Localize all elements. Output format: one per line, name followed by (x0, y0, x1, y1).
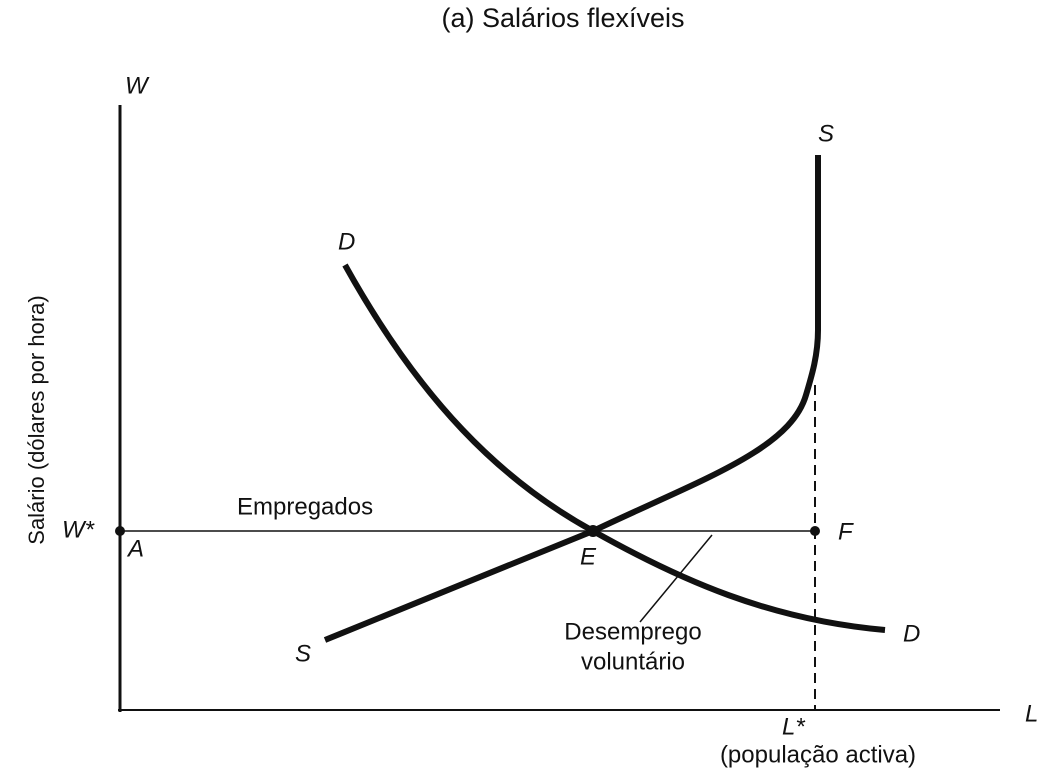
unemployed-label: voluntário (581, 648, 685, 675)
point-f (810, 526, 820, 536)
leader-line (639, 534, 713, 623)
demand-curve (342, 263, 886, 633)
unemployed-label: Desemprego (564, 618, 701, 645)
point-a (115, 526, 125, 536)
y-axis-label: Salário (dólares por hora) (24, 295, 49, 544)
a-label: A (126, 535, 144, 562)
demand-label: D (903, 620, 920, 647)
x-axis-symbol: L (1025, 700, 1037, 727)
employed-label: Empregados (237, 493, 373, 520)
demand-label: D (338, 228, 355, 255)
title: (a) Salários flexíveis (441, 3, 684, 33)
supply-label: S (295, 640, 311, 667)
l-star-label: L* (782, 713, 805, 740)
e-label: E (580, 543, 597, 570)
w-star-label: W* (62, 516, 95, 543)
point-e (587, 525, 599, 537)
f-label: F (838, 518, 854, 545)
labor-force-label: (população activa) (720, 741, 916, 768)
supply-curve (323, 155, 821, 643)
supply-label: S (818, 120, 834, 147)
y-axis-symbol: W (125, 72, 150, 99)
